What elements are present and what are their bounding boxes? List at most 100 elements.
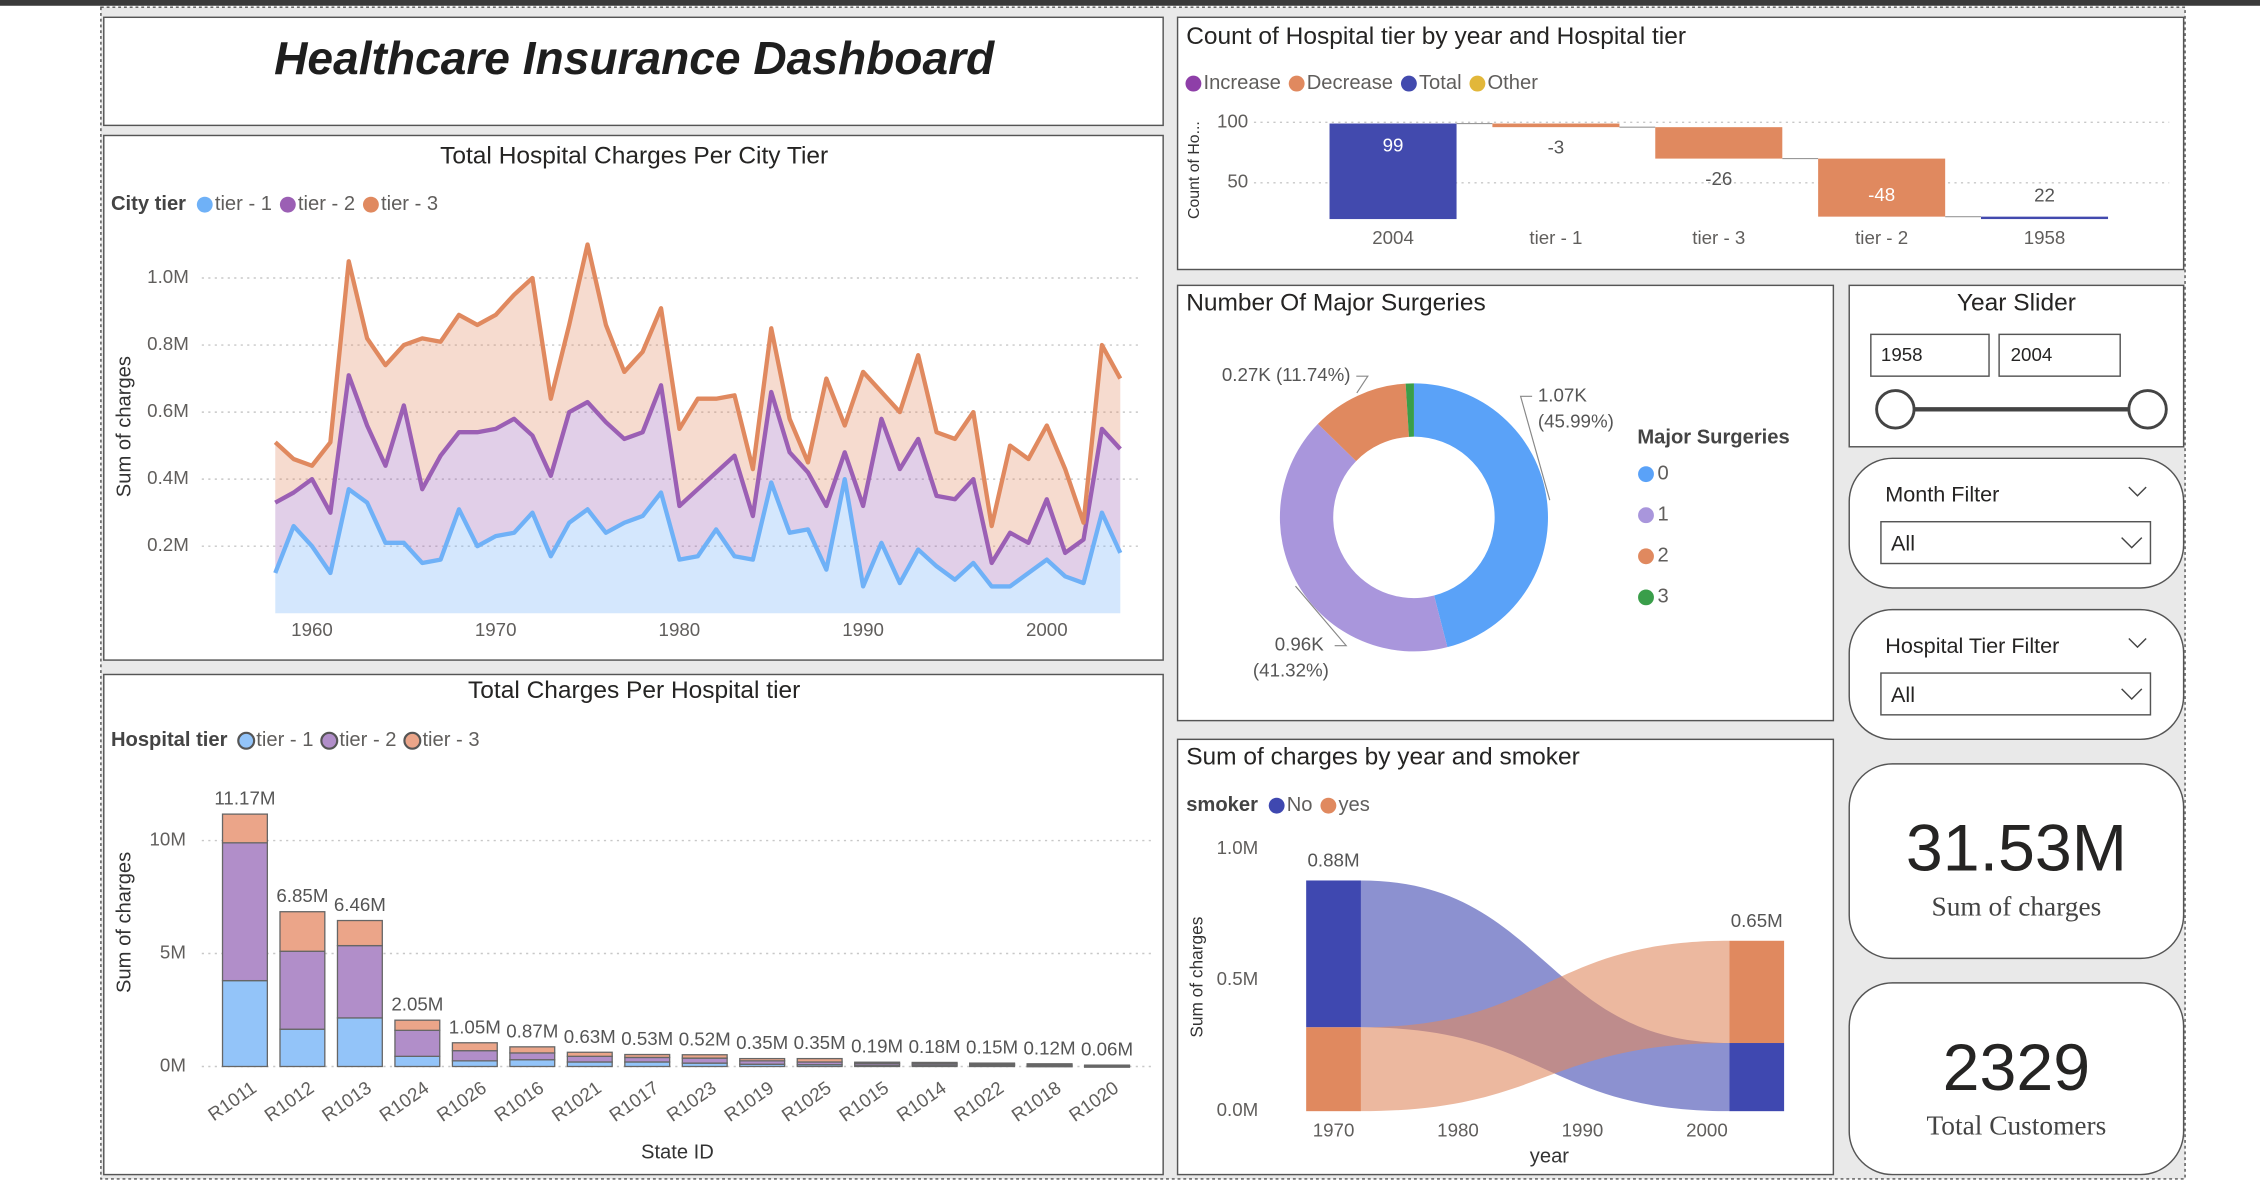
area-panel [103, 134, 1164, 661]
legend-marker [1638, 507, 1654, 524]
legend-marker [1638, 589, 1654, 606]
bar-segment [221, 979, 268, 1068]
bar-segment [854, 1061, 901, 1065]
dropdown-value: All [1891, 682, 1915, 707]
legend-label: tier - 3 [381, 193, 438, 215]
data-label: 0.96K (41.32%) [1253, 634, 1329, 681]
slider-handle[interactable] [1875, 389, 1916, 430]
data-label: 0.35M [794, 1032, 846, 1053]
data-label: 11.17M [214, 788, 275, 809]
legend-label: tier - 1 [215, 193, 272, 215]
legend-title: smoker [1186, 794, 1258, 816]
y-axis-label: Sum of charges [114, 356, 136, 497]
chevron[interactable] [2128, 637, 2147, 649]
title-panel [103, 16, 1164, 127]
y-tick-label: 1.0M [1217, 837, 1259, 858]
year-start-box[interactable] [1870, 333, 1990, 377]
bar-segment [566, 1061, 613, 1068]
data-label: 22 [2034, 184, 2055, 205]
y-tick-label: 0.6M [147, 400, 189, 421]
legend-title: Major Surgeries [1637, 426, 1789, 448]
bar-segment [279, 950, 326, 1030]
y-tick-label: 0.5M [1217, 968, 1259, 989]
area-fill [275, 479, 1121, 614]
legend-label: tier - 2 [298, 193, 355, 215]
ribbon-column [1306, 1027, 1361, 1112]
bar-segment [681, 1057, 728, 1064]
data-label: 0.35M [736, 1032, 788, 1053]
data-label: 0.19M [851, 1036, 903, 1057]
legend-label: yes [1338, 794, 1369, 816]
year-end: 2004 [2011, 344, 2053, 365]
legend-label: Other [1488, 72, 1539, 94]
legend-marker [1469, 75, 1486, 92]
bar-segment [336, 1017, 383, 1068]
tier-dropdown[interactable] [1880, 672, 2152, 716]
bar-segment [451, 1042, 498, 1052]
bar [1329, 123, 1457, 220]
legend-marker [1638, 548, 1654, 565]
y-tick-label: 0.2M [147, 534, 189, 555]
legend-marker [1400, 75, 1417, 92]
y-tick-label: 0.0M [1217, 1099, 1259, 1120]
top-bar [0, 0, 2260, 6]
y-tick-label: 50 [1227, 171, 1248, 192]
bar-segment [1026, 1063, 1073, 1066]
legend-marker [279, 196, 296, 213]
data-label: 0.06M [1081, 1039, 1133, 1060]
data-label: 0.12M [1024, 1037, 1076, 1058]
leader-line [1356, 375, 1369, 394]
bar-segment [969, 1062, 1016, 1065]
legend-label: tier - 1 [256, 729, 313, 751]
ribbon-column [1729, 1043, 1785, 1112]
bar-segment [394, 1055, 441, 1068]
data-label: 0.63M [564, 1026, 616, 1047]
x-tick-label: 1970 [475, 619, 517, 640]
data-label: -48 [1868, 184, 1895, 205]
data-label: 0.27K (11.74%) [1222, 364, 1351, 385]
bar [1655, 127, 1783, 159]
x-tick-label: tier - 3 [1692, 227, 1745, 248]
bar-segment [394, 1029, 441, 1057]
data-label: 99 [1383, 135, 1404, 156]
slider-handle[interactable] [2127, 389, 2168, 430]
bar [1818, 158, 1946, 217]
legend-label: 3 [1658, 586, 1669, 608]
x-tick-label: 1980 [1437, 1119, 1479, 1140]
legend-label: 1 [1658, 504, 1669, 526]
chevron [2121, 537, 2143, 549]
bar-segment [509, 1052, 556, 1061]
bar-segment [451, 1050, 498, 1062]
month-dropdown[interactable] [1880, 520, 2152, 565]
data-label: 2.05M [391, 994, 443, 1015]
bar-segment [681, 1054, 728, 1059]
chart-title: Total Charges Per Hospital tier [468, 677, 800, 704]
data-label: 0.18M [909, 1036, 961, 1057]
legend-marker [403, 731, 422, 750]
x-tick-label: 2000 [1026, 619, 1068, 640]
dropdown-value: All [1891, 530, 1915, 555]
chart-title: Total Hospital Charges Per City Tier [440, 143, 828, 170]
data-label: 6.46M [334, 894, 386, 915]
slicer-title: Month Filter [1885, 481, 1999, 506]
area-line [274, 373, 1122, 566]
year-end-box[interactable] [1998, 333, 2121, 377]
chevron[interactable] [2128, 486, 2147, 497]
area-fill [275, 375, 1121, 587]
kpi-label: Sum of charges [1932, 892, 2102, 922]
kpi-value: 2329 [1943, 1031, 2090, 1105]
slicer-title: Year Slider [1957, 290, 2076, 317]
bar-segment [451, 1060, 498, 1068]
x-tick-label: 1958 [2024, 227, 2066, 248]
bar-segment [336, 919, 383, 947]
donut-slice [1413, 383, 1548, 648]
bar-segment [221, 813, 268, 844]
data-label: 1.07K (45.99%) [1538, 384, 1614, 431]
bar-segment [739, 1057, 786, 1062]
x-tick-label: 1990 [1562, 1119, 1604, 1140]
legend-label: No [1287, 794, 1313, 816]
legend-label: tier - 2 [339, 729, 396, 751]
legend-marker [320, 731, 339, 750]
kpi-value: 31.53M [1906, 812, 2127, 886]
legend-label: 0 [1658, 462, 1669, 484]
